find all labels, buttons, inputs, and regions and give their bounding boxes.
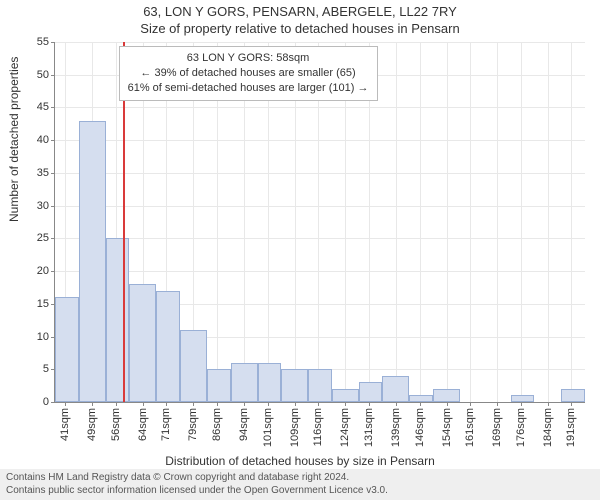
x-tick-label: 154sqm xyxy=(441,408,453,447)
bar xyxy=(281,369,308,402)
footer-line-1: Contains HM Land Registry data © Crown c… xyxy=(6,472,594,485)
vgrid-line xyxy=(396,42,397,402)
bar xyxy=(258,363,282,402)
bar xyxy=(129,284,156,402)
x-tick-label: 131sqm xyxy=(363,408,375,447)
y-tick-label: 50 xyxy=(37,69,49,81)
y-axis-line xyxy=(54,42,55,402)
footer: Contains HM Land Registry data © Crown c… xyxy=(0,469,600,500)
bar xyxy=(106,238,130,402)
hgrid-line xyxy=(55,107,585,108)
hgrid-line xyxy=(55,206,585,207)
x-tick-label: 71sqm xyxy=(160,408,172,441)
vgrid-line xyxy=(521,42,522,402)
y-tick-label: 25 xyxy=(37,232,49,244)
bar xyxy=(207,369,231,402)
chart-container: 63, LON Y GORS, PENSARN, ABERGELE, LL22 … xyxy=(0,0,600,500)
x-tick-label: 79sqm xyxy=(187,408,199,441)
title-sub: Size of property relative to detached ho… xyxy=(0,21,600,38)
x-tick-label: 101sqm xyxy=(262,408,274,447)
x-tick-label: 109sqm xyxy=(289,408,301,447)
x-tick-label: 49sqm xyxy=(86,408,98,441)
y-tick-label: 40 xyxy=(37,134,49,146)
bar xyxy=(231,363,258,402)
y-tick-label: 30 xyxy=(37,200,49,212)
title-block: 63, LON Y GORS, PENSARN, ABERGELE, LL22 … xyxy=(0,0,600,38)
vgrid-line xyxy=(571,42,572,402)
y-tick-label: 10 xyxy=(37,331,49,343)
x-tick-label: 41sqm xyxy=(59,408,71,441)
bar xyxy=(433,389,460,402)
y-tick-label: 0 xyxy=(43,396,49,408)
bar xyxy=(180,330,207,402)
x-tick-label: 139sqm xyxy=(390,408,402,447)
y-axis-label: Number of detached properties xyxy=(7,57,21,222)
bar xyxy=(55,297,79,402)
hgrid-line xyxy=(55,140,585,141)
y-tick-label: 5 xyxy=(43,363,49,375)
annotation-line-2: ← 39% of detached houses are smaller (65… xyxy=(128,66,369,81)
hgrid-line xyxy=(55,271,585,272)
y-tick-label: 20 xyxy=(37,265,49,277)
hgrid-line xyxy=(55,173,585,174)
x-tick-label: 161sqm xyxy=(464,408,476,447)
annotation-box: 63 LON Y GORS: 58sqm ← 39% of detached h… xyxy=(119,46,378,101)
annotation-line-1: 63 LON Y GORS: 58sqm xyxy=(128,51,369,66)
x-axis-line xyxy=(55,402,585,403)
title-main: 63, LON Y GORS, PENSARN, ABERGELE, LL22 … xyxy=(0,4,600,21)
bar xyxy=(308,369,332,402)
vgrid-line xyxy=(497,42,498,402)
x-tick-label: 184sqm xyxy=(542,408,554,447)
y-tick-label: 15 xyxy=(37,298,49,310)
vgrid-line xyxy=(447,42,448,402)
x-tick-label: 169sqm xyxy=(491,408,503,447)
footer-line-2: Contains public sector information licen… xyxy=(6,485,594,498)
vgrid-line xyxy=(470,42,471,402)
x-tick-label: 146sqm xyxy=(414,408,426,447)
x-tick-label: 124sqm xyxy=(339,408,351,447)
hgrid-line xyxy=(55,42,585,43)
x-tick-label: 191sqm xyxy=(565,408,577,447)
y-tick-label: 55 xyxy=(37,36,49,48)
vgrid-line xyxy=(548,42,549,402)
x-tick-label: 94sqm xyxy=(238,408,250,441)
annotation-line-3: 61% of semi-detached houses are larger (… xyxy=(128,81,369,96)
vgrid-line xyxy=(420,42,421,402)
x-tick-label: 56sqm xyxy=(110,408,122,441)
x-axis-label: Distribution of detached houses by size … xyxy=(0,454,600,468)
bar xyxy=(561,389,585,402)
bar xyxy=(332,389,359,402)
y-tick-label: 45 xyxy=(37,101,49,113)
bar xyxy=(359,382,383,402)
bar xyxy=(156,291,180,402)
x-tick-label: 64sqm xyxy=(137,408,149,441)
hgrid-line xyxy=(55,238,585,239)
x-tick-label: 116sqm xyxy=(312,408,324,446)
bar xyxy=(79,121,106,402)
plot-area: 051015202530354045505541sqm49sqm56sqm64s… xyxy=(55,42,585,402)
y-tick-label: 35 xyxy=(37,167,49,179)
x-tick-label: 86sqm xyxy=(211,408,223,441)
x-tick-label: 176sqm xyxy=(515,408,527,447)
bar xyxy=(382,376,409,402)
